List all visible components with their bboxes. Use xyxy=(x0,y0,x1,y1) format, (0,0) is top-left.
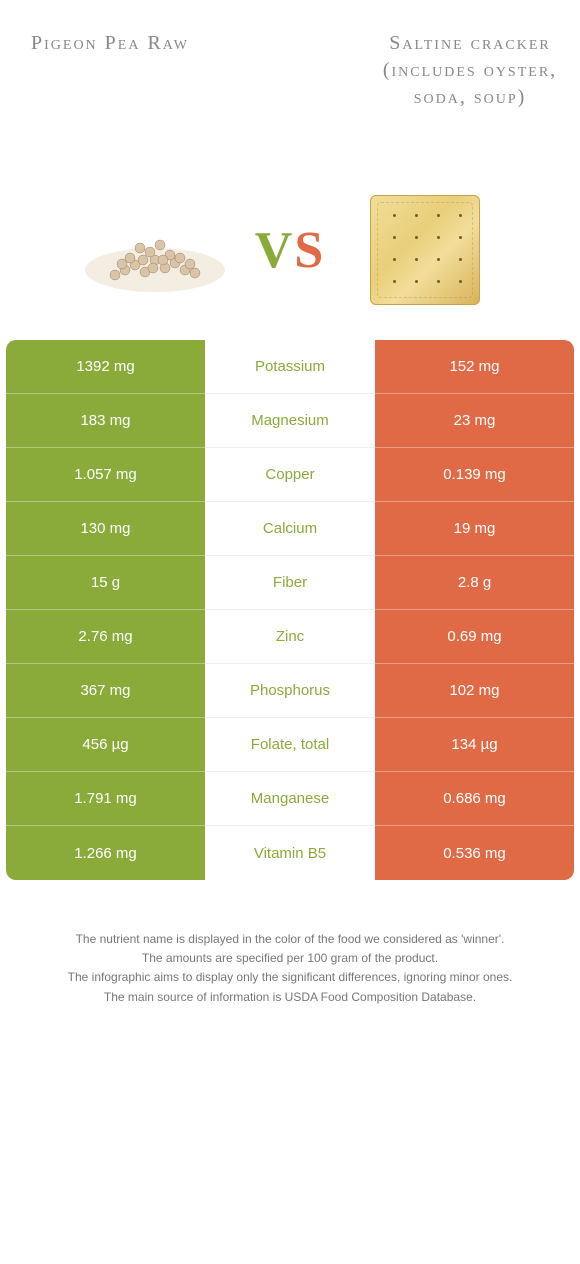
left-food-image xyxy=(75,190,235,310)
nutrient-name-cell: Zinc xyxy=(205,610,375,664)
right-food-image xyxy=(345,190,505,310)
left-value-cell: 15 g xyxy=(6,556,205,610)
nutrient-name-cell: Folate, total xyxy=(205,718,375,772)
images-row: VS xyxy=(0,190,580,340)
table-row: 183 mgMagnesium23 mg xyxy=(6,394,574,448)
vs-v-letter: V xyxy=(255,222,295,279)
right-value-cell: 19 mg xyxy=(375,502,574,556)
footnote-line: The main source of information is USDA F… xyxy=(30,988,550,1007)
left-value-cell: 456 µg xyxy=(6,718,205,772)
nutrient-name-cell: Vitamin B5 xyxy=(205,826,375,880)
right-value-cell: 134 µg xyxy=(375,718,574,772)
nutrient-name-cell: Copper xyxy=(205,448,375,502)
vs-s-letter: S xyxy=(294,222,325,279)
left-value-cell: 183 mg xyxy=(6,394,205,448)
left-value-cell: 130 mg xyxy=(6,502,205,556)
left-value-cell: 1.266 mg xyxy=(6,826,205,880)
right-value-cell: 0.536 mg xyxy=(375,826,574,880)
table-row: 1.791 mgManganese0.686 mg xyxy=(6,772,574,826)
infographic-container: Pigeon Pea Raw Saltine cracker (includes… xyxy=(0,0,580,1037)
footnote-line: The amounts are specified per 100 gram o… xyxy=(30,949,550,968)
right-value-cell: 152 mg xyxy=(375,340,574,394)
table-row: 1392 mgPotassium152 mg xyxy=(6,340,574,394)
footnote-line: The nutrient name is displayed in the co… xyxy=(30,930,550,949)
nutrient-name-cell: Potassium xyxy=(205,340,375,394)
nutrient-comparison-table: 1392 mgPotassium152 mg183 mgMagnesium23 … xyxy=(0,340,580,880)
nutrient-name-cell: Fiber xyxy=(205,556,375,610)
table-row: 1.266 mgVitamin B50.536 mg xyxy=(6,826,574,880)
right-food-title: Saltine cracker (includes oyster, soda, … xyxy=(380,30,560,111)
footnotes: The nutrient name is displayed in the co… xyxy=(0,880,580,1037)
left-value-cell: 1.791 mg xyxy=(6,772,205,826)
left-value-cell: 1392 mg xyxy=(6,340,205,394)
table-row: 456 µgFolate, total134 µg xyxy=(6,718,574,772)
header-row: Pigeon Pea Raw Saltine cracker (includes… xyxy=(0,0,580,190)
right-value-cell: 0.686 mg xyxy=(375,772,574,826)
right-value-cell: 0.69 mg xyxy=(375,610,574,664)
right-value-cell: 2.8 g xyxy=(375,556,574,610)
table-row: 130 mgCalcium19 mg xyxy=(6,502,574,556)
left-value-cell: 2.76 mg xyxy=(6,610,205,664)
left-value-cell: 1.057 mg xyxy=(6,448,205,502)
saltine-cracker-icon xyxy=(370,195,480,305)
table-row: 2.76 mgZinc0.69 mg xyxy=(6,610,574,664)
nutrient-name-cell: Manganese xyxy=(205,772,375,826)
table-row: 1.057 mgCopper0.139 mg xyxy=(6,448,574,502)
left-value-cell: 367 mg xyxy=(6,664,205,718)
right-value-cell: 102 mg xyxy=(375,664,574,718)
nutrient-name-cell: Magnesium xyxy=(205,394,375,448)
table-row: 15 gFiber2.8 g xyxy=(6,556,574,610)
right-value-cell: 23 mg xyxy=(375,394,574,448)
right-value-cell: 0.139 mg xyxy=(375,448,574,502)
footnote-line: The infographic aims to display only the… xyxy=(30,968,550,987)
pigeon-pea-icon xyxy=(75,200,235,300)
nutrient-name-cell: Phosphorus xyxy=(205,664,375,718)
nutrient-name-cell: Calcium xyxy=(205,502,375,556)
left-food-title: Pigeon Pea Raw xyxy=(20,30,200,57)
table-row: 367 mgPhosphorus102 mg xyxy=(6,664,574,718)
vs-label: VS xyxy=(255,221,325,280)
